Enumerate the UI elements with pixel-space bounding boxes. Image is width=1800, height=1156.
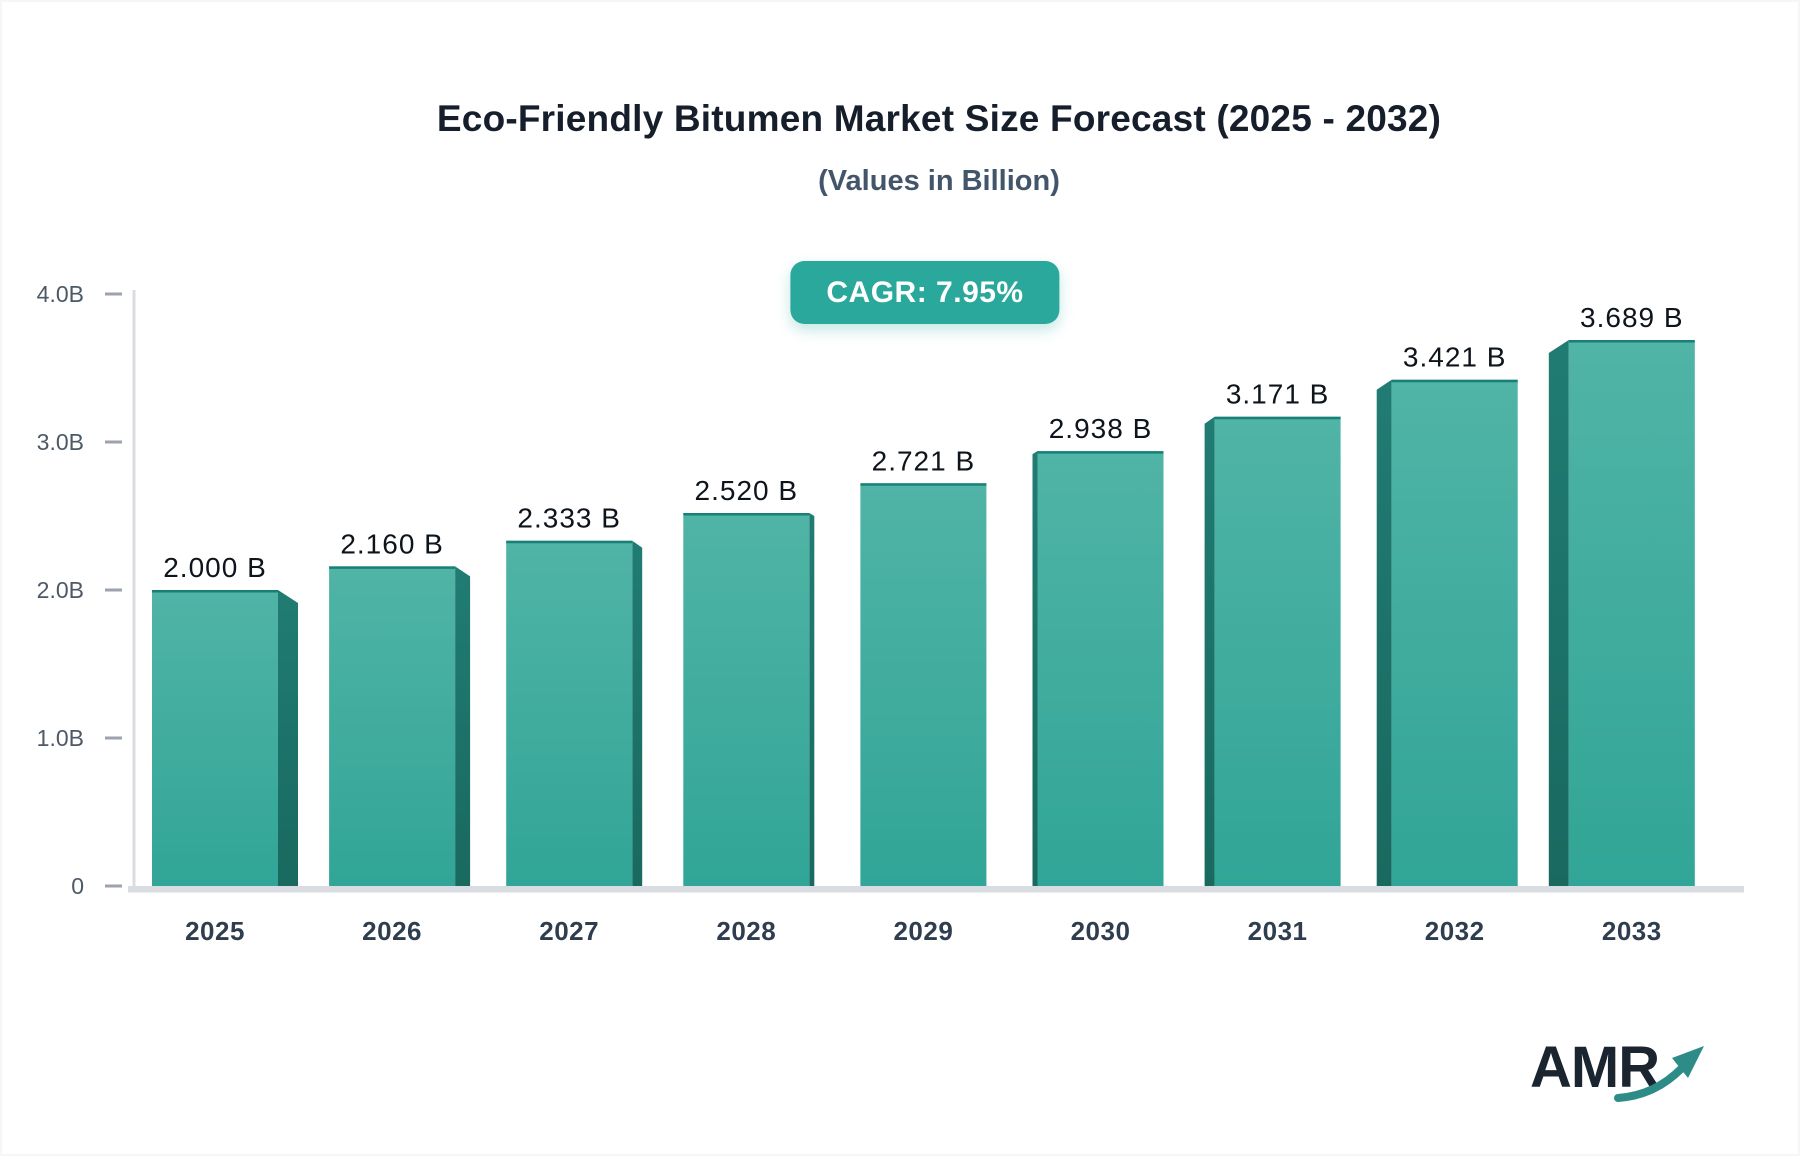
- bar-side: [1204, 416, 1215, 886]
- bar-front: [506, 540, 633, 886]
- bar-value-label: 3.689 B: [1580, 302, 1684, 333]
- x-axis-year-label: 2032: [1425, 916, 1485, 946]
- x-axis-year-label: 2026: [362, 916, 422, 946]
- x-axis-year-label: 2030: [1071, 916, 1131, 946]
- x-axis-year-label: 2025: [185, 916, 245, 946]
- bar-value-label: 3.171 B: [1226, 379, 1330, 410]
- amr-logo-text: AMR: [1530, 1035, 1660, 1100]
- bar-side: [1548, 340, 1569, 886]
- y-tick-label: 4.0B: [37, 281, 84, 307]
- x-axis-year-label: 2029: [893, 916, 953, 946]
- x-axis-floor: [128, 886, 1744, 893]
- y-tick-label: 1.0B: [37, 725, 84, 751]
- bar-front: [329, 566, 456, 886]
- bar-front: [1568, 340, 1695, 886]
- bar-side: [455, 566, 471, 886]
- bar-side: [278, 590, 298, 886]
- bar-value-label: 2.520 B: [695, 475, 799, 506]
- bar-front: [860, 483, 987, 886]
- amr-logo: AMR: [1530, 1034, 1730, 1114]
- growth-arrow-icon: [1614, 1046, 1704, 1102]
- bar-value-label: 2.721 B: [872, 445, 976, 476]
- bar-value-label: 2.160 B: [340, 528, 444, 559]
- bar-front: [1037, 451, 1164, 886]
- bar-front: [1214, 416, 1341, 886]
- bar-side: [1032, 451, 1038, 886]
- bar-front: [1391, 379, 1518, 886]
- bar-value-label: 2.333 B: [517, 503, 621, 534]
- y-tick-label: 3.0B: [37, 429, 84, 455]
- x-axis-year-label: 2031: [1248, 916, 1308, 946]
- x-axis-year-label: 2033: [1602, 916, 1662, 946]
- bar-value-label: 2.000 B: [163, 552, 267, 583]
- chart-subtitle: (Values in Billion): [818, 165, 1060, 197]
- bar-value-label: 2.938 B: [1049, 413, 1153, 444]
- x-axis-year-label: 2028: [716, 916, 776, 946]
- cagr-badge: CAGR: 7.95%: [790, 261, 1060, 324]
- bar-front: [683, 513, 810, 886]
- bar-front: [152, 590, 278, 886]
- bar-side: [632, 540, 643, 886]
- x-axis-year-label: 2027: [539, 916, 599, 946]
- y-tick-label: 2.0B: [37, 577, 84, 603]
- bar-side: [809, 513, 815, 886]
- bar-value-label: 3.421 B: [1403, 342, 1507, 373]
- y-tick-label: 0: [71, 873, 84, 899]
- bar-side: [1376, 379, 1392, 886]
- chart-title: Eco-Friendly Bitumen Market Size Forecas…: [436, 98, 1442, 139]
